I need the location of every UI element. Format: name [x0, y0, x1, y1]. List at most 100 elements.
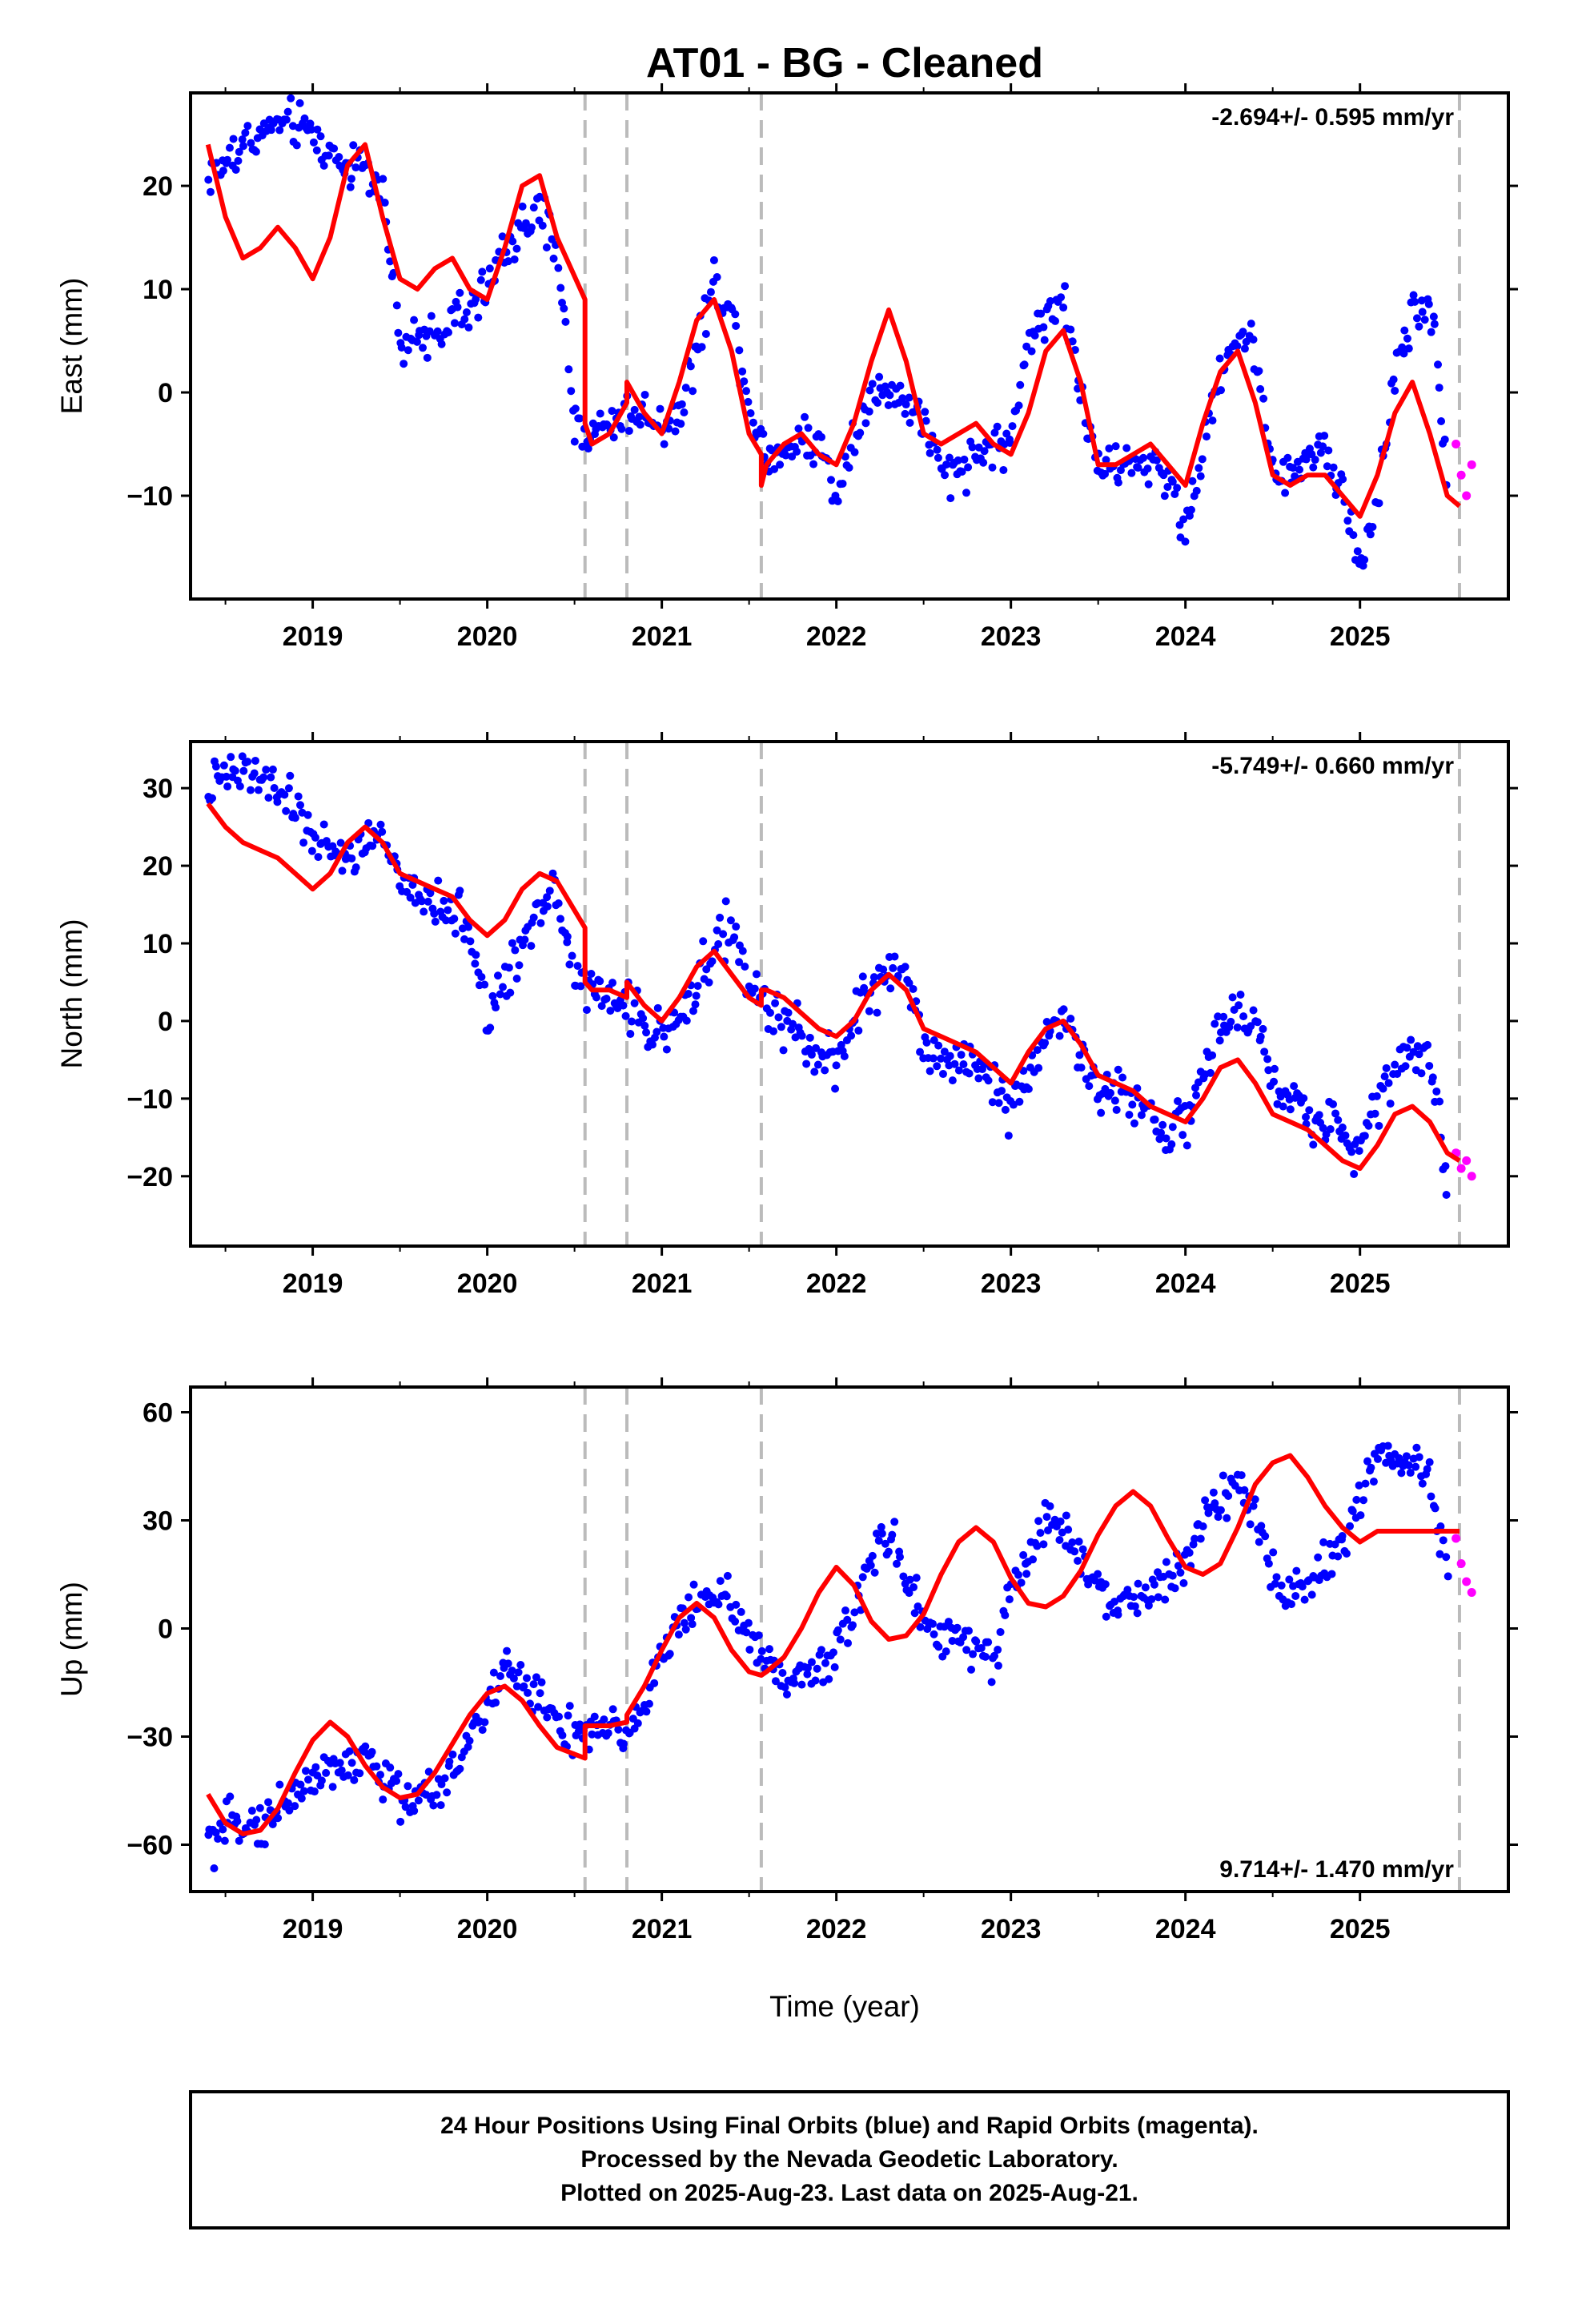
- up-rapid-point: [1452, 1534, 1461, 1543]
- north-data-point: [548, 869, 557, 878]
- up-data-point: [233, 1817, 242, 1826]
- east-data-point: [617, 424, 626, 433]
- east-data-point: [793, 447, 801, 456]
- up-data-point: [681, 1625, 690, 1634]
- up-data-point: [830, 1663, 839, 1671]
- up-data-point: [790, 1679, 799, 1687]
- north-data-point: [812, 1043, 821, 1052]
- up-data-point: [424, 1767, 433, 1776]
- north-data-point: [934, 1041, 943, 1050]
- up-data-point: [532, 1673, 540, 1682]
- north-data-point: [208, 794, 217, 802]
- north-data-point: [1380, 1072, 1389, 1081]
- north-data-point: [1350, 1170, 1359, 1179]
- east-data-point: [1411, 297, 1419, 306]
- up-data-point: [1005, 1595, 1014, 1604]
- east-data-point: [1349, 531, 1358, 540]
- up-data-point: [996, 1627, 1005, 1636]
- east-data-point: [713, 273, 721, 282]
- up-data-point: [1367, 1463, 1375, 1472]
- up-data-point: [1383, 1441, 1392, 1450]
- east-data-point: [319, 161, 328, 170]
- east-data-point: [1175, 521, 1184, 529]
- up-data-point: [436, 1801, 445, 1810]
- north-data-point: [682, 1016, 691, 1025]
- up-ylabel: Up (mm): [55, 1582, 88, 1697]
- up-data-point: [714, 1600, 723, 1609]
- north-series: [204, 752, 1476, 1200]
- north-data-point: [529, 913, 538, 922]
- east-data-point: [740, 377, 749, 386]
- east-data-point: [1434, 360, 1443, 369]
- east-data-point: [309, 138, 318, 147]
- north-data-point: [1423, 1040, 1432, 1049]
- up-data-point: [1292, 1566, 1301, 1575]
- up-data-point: [912, 1574, 921, 1582]
- up-data-point: [899, 1572, 908, 1581]
- up-data-point: [1406, 1469, 1415, 1478]
- north-final-orbit-points: [204, 752, 1451, 1200]
- north-data-point: [738, 947, 747, 955]
- east-data-point: [1420, 316, 1429, 324]
- up-data-point: [723, 1571, 732, 1580]
- up-data-point: [456, 1764, 464, 1773]
- up-data-point: [913, 1602, 922, 1611]
- east-rapid-orbit-points: [1452, 440, 1476, 501]
- east-data-point: [1014, 401, 1023, 410]
- east-plot-frame: [189, 91, 1510, 601]
- north-data-point: [554, 899, 563, 907]
- east-data-point: [993, 422, 1002, 431]
- east-data-point: [801, 412, 809, 421]
- up-data-point: [1439, 1536, 1447, 1545]
- up-data-point: [1412, 1443, 1421, 1452]
- up-data-point: [514, 1668, 523, 1677]
- up-data-point: [345, 1747, 354, 1755]
- east-data-point: [794, 424, 803, 433]
- north-data-point: [621, 1011, 630, 1020]
- north-data-point: [480, 980, 489, 989]
- east-data-point: [394, 328, 403, 337]
- up-data-point: [367, 1747, 376, 1756]
- up-data-point: [372, 1762, 381, 1771]
- east-data-point: [564, 365, 573, 374]
- east-panel: 2019 2020 2021 2022 2023 2024 2025 −10 0 10 20 Eas…: [55, 83, 1518, 652]
- up-data-point: [1133, 1609, 1142, 1618]
- up-data-point: [529, 1680, 538, 1689]
- east-data-point: [292, 141, 301, 150]
- up-data-point: [872, 1529, 881, 1538]
- up-axis-ticks: 2019 2020 2021 2022 2023 2024 2025 −60 −30 0 30 60: [126, 1377, 1518, 1944]
- north-data-point: [1162, 1134, 1170, 1143]
- east-data-point: [962, 489, 971, 497]
- east-data-point: [701, 329, 710, 338]
- up-data-point: [1307, 1590, 1316, 1599]
- up-data-point: [464, 1743, 472, 1751]
- up-model-fit-line: [206, 1453, 1460, 1836]
- east-data-point: [1404, 344, 1413, 353]
- up-data-point: [930, 1630, 938, 1638]
- north-data-point: [1319, 1124, 1327, 1132]
- up-data-point: [843, 1638, 852, 1647]
- east-data-point: [1429, 312, 1438, 321]
- north-data-point: [1401, 1062, 1410, 1071]
- east-data-point: [1179, 515, 1188, 524]
- east-data-point: [921, 416, 930, 425]
- north-data-point: [1338, 1123, 1347, 1132]
- up-data-point: [1249, 1502, 1258, 1510]
- east-data-point: [845, 463, 853, 472]
- up-data-point: [600, 1715, 608, 1724]
- north-data-point: [1299, 1094, 1308, 1103]
- up-data-point: [722, 1592, 731, 1601]
- up-data-point: [868, 1551, 877, 1560]
- up-data-point: [967, 1665, 976, 1674]
- up-data-point: [1356, 1511, 1365, 1520]
- east-data-point: [709, 255, 718, 264]
- up-data-point: [896, 1553, 905, 1562]
- north-data-point: [336, 838, 345, 847]
- north-data-point: [797, 1031, 806, 1040]
- north-data-point: [1270, 1077, 1279, 1086]
- up-data-point: [737, 1607, 745, 1616]
- east-data-point: [229, 135, 238, 143]
- east-data-point: [873, 398, 882, 407]
- north-data-point: [1085, 1082, 1094, 1091]
- east-data-point: [896, 381, 905, 390]
